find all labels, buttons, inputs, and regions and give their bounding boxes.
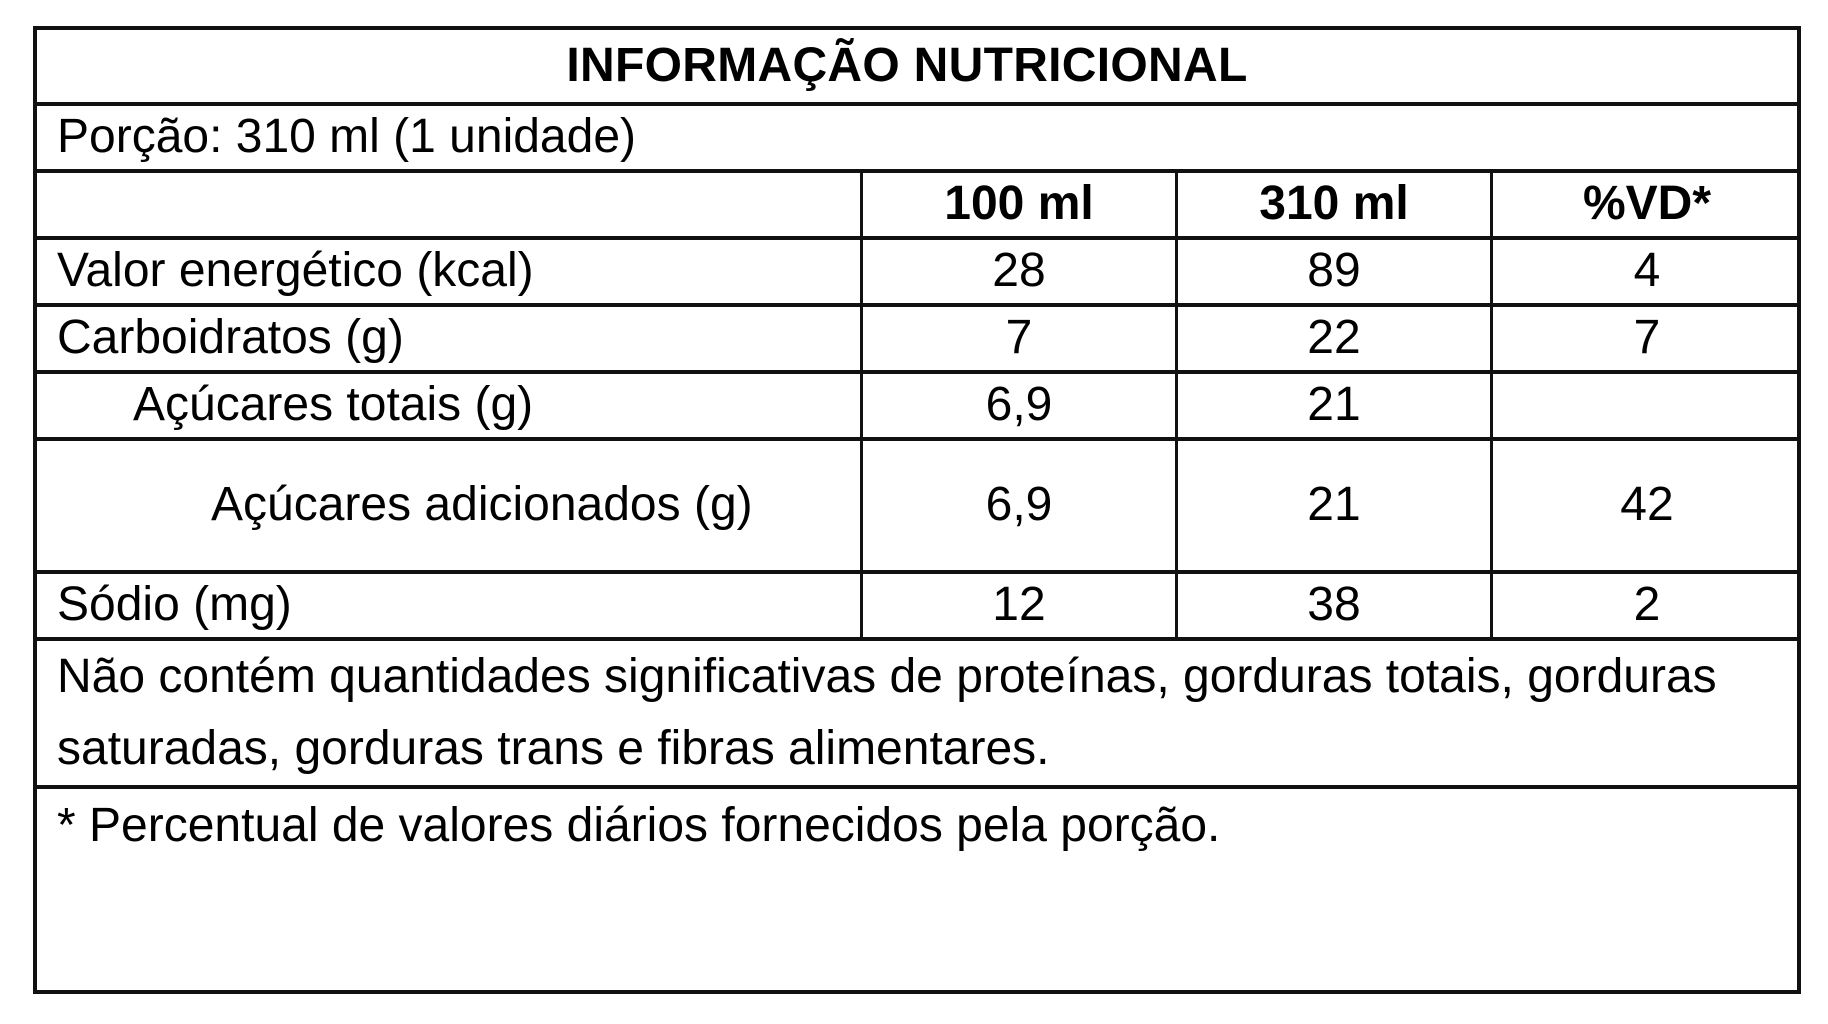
nutrition-facts-table: INFORMAÇÃO NUTRICIONAL Porção: 310 ml (1… [33,26,1801,994]
table-row: Carboidratos (g) 7 22 7 [37,307,1797,374]
footnote-row: * Percentual de valores diários fornecid… [37,789,1797,990]
value-per100: 28 [860,240,1175,303]
portion-row: Porção: 310 ml (1 unidade) [37,106,1797,173]
nutrient-name: Açúcares adicionados (g) [211,478,753,532]
value-per310: 38 [1175,574,1490,637]
value-vd: 42 [1490,441,1801,570]
value-per310: 21 [1175,441,1490,570]
note-row: Não contém quantidades significativas de… [37,641,1797,789]
footnote-text: * Percentual de valores diários fornecid… [57,798,1221,852]
header-per310: 310 ml [1175,173,1490,236]
table-row: Valor energético (kcal) 28 89 4 [37,240,1797,307]
nutrient-name: Carboidratos (g) [57,311,404,365]
portion-text: Porção: 310 ml (1 unidade) [57,110,636,164]
value-per100: 12 [860,574,1175,637]
value-vd [1490,374,1801,437]
table-row: Açúcares totais (g) 6,9 21 [37,374,1797,441]
header-row: 100 ml 310 ml %VD* [37,173,1797,240]
value-per310: 22 [1175,307,1490,370]
insignificant-nutrients-note: Não contém quantidades significativas de… [57,650,1717,775]
value-per100: 6,9 [860,374,1175,437]
header-vd: %VD* [1490,173,1801,236]
nutrient-name: Valor energético (kcal) [57,244,534,298]
header-empty-cell [37,173,860,236]
value-per100: 7 [860,307,1175,370]
nutrient-name: Sódio (mg) [57,578,292,632]
value-per310: 89 [1175,240,1490,303]
nutrient-name: Açúcares totais (g) [133,378,534,432]
header-per100: 100 ml [860,173,1175,236]
value-per100: 6,9 [860,441,1175,570]
table-title: INFORMAÇÃO NUTRICIONAL [566,38,1248,92]
table-row: Açúcares adicionados (g) 6,9 21 42 [37,441,1797,574]
table-row: Sódio (mg) 12 38 2 [37,574,1797,641]
value-vd: 7 [1490,307,1801,370]
title-row: INFORMAÇÃO NUTRICIONAL [37,30,1797,106]
value-vd: 2 [1490,574,1801,637]
value-vd: 4 [1490,240,1801,303]
value-per310: 21 [1175,374,1490,437]
